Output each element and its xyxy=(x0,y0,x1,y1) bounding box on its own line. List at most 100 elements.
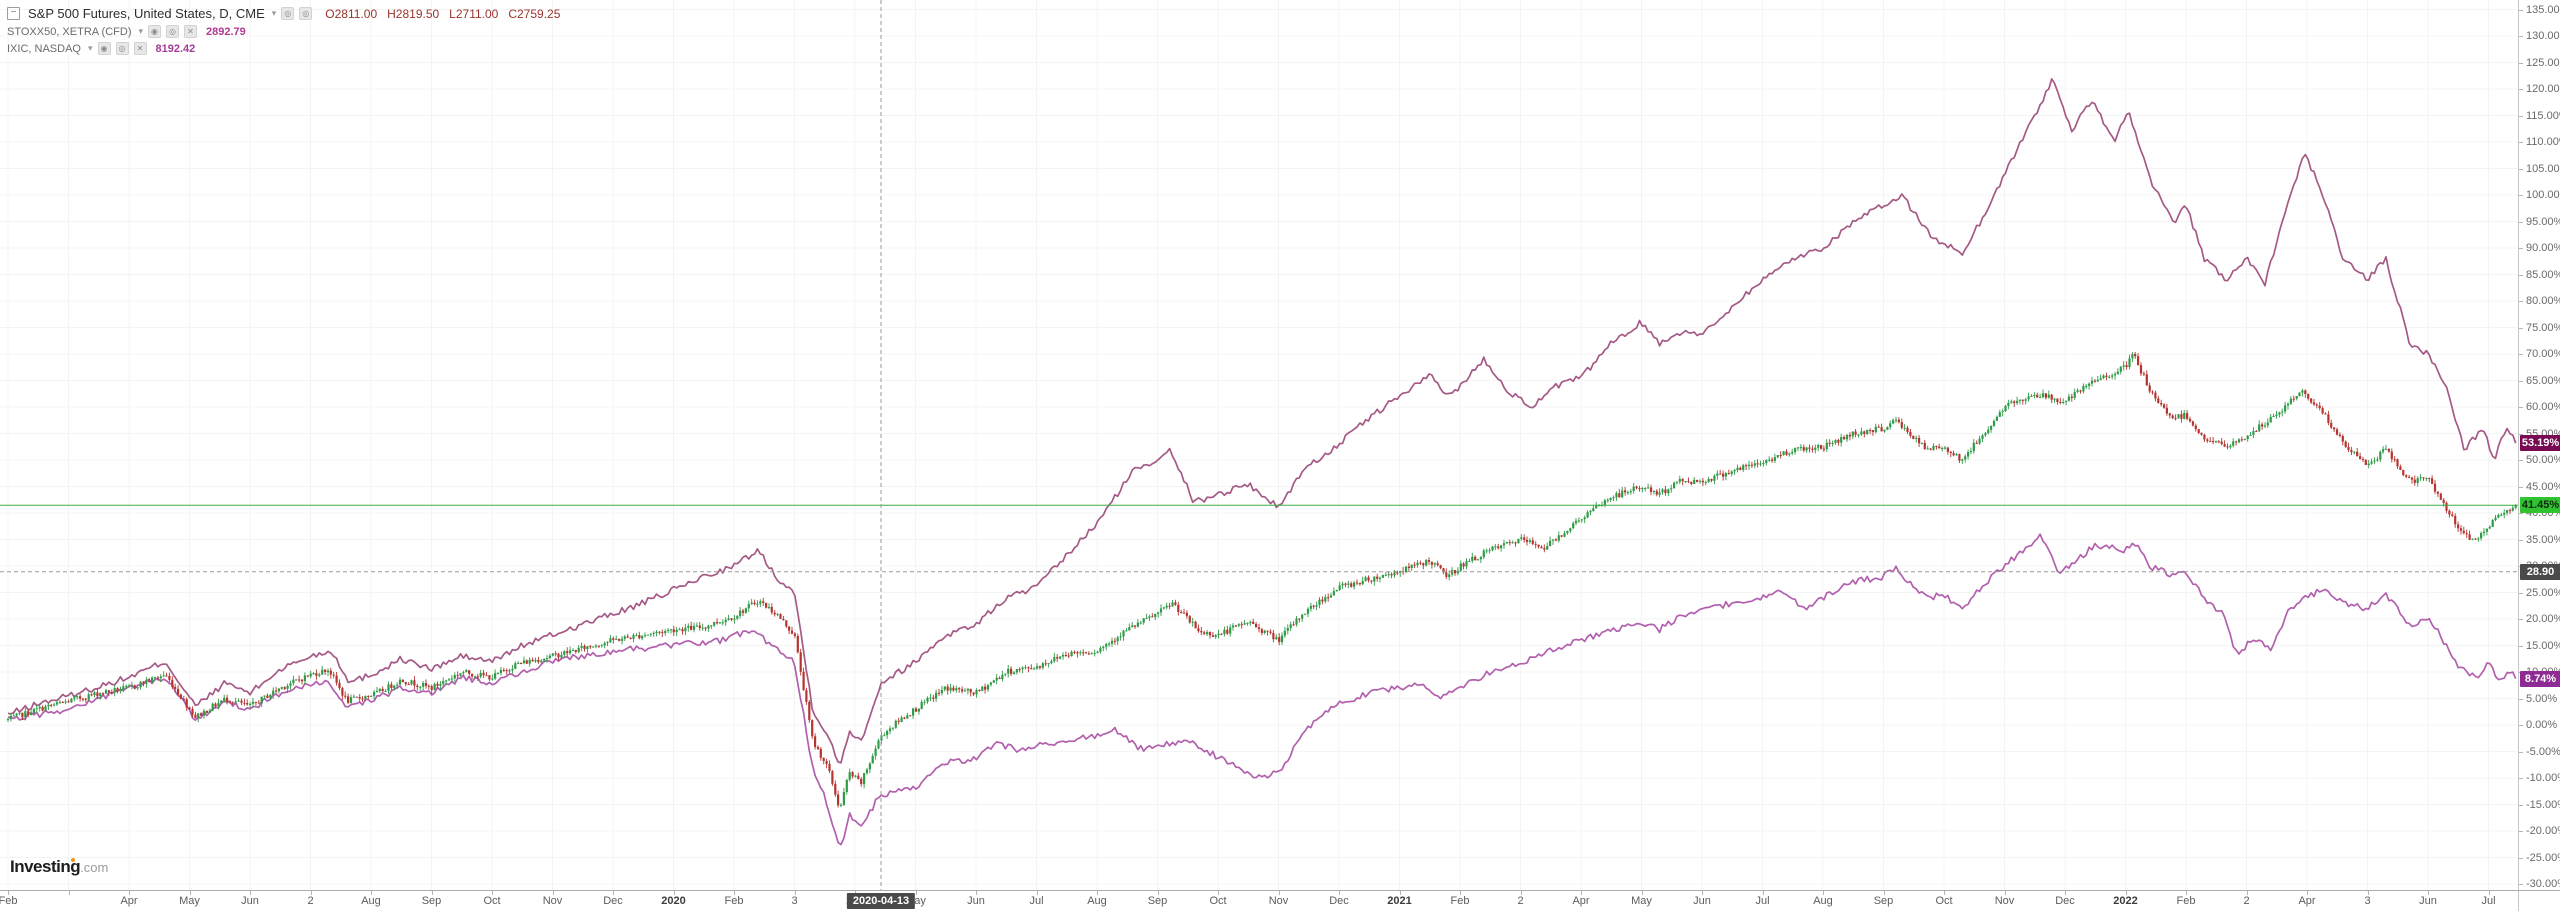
x-axis-tick xyxy=(2246,891,2248,895)
x-axis-label: Nov xyxy=(542,895,563,907)
y-axis-tick xyxy=(2519,698,2523,700)
high-value: H2819.50 xyxy=(387,6,440,21)
y-axis-tick xyxy=(2519,168,2523,170)
gear-icon[interactable]: ◎ xyxy=(115,42,129,55)
x-axis-tick xyxy=(8,891,9,895)
chart-drawing xyxy=(0,0,2518,890)
x-axis-tick xyxy=(734,891,735,895)
y-axis-tick xyxy=(2519,195,2523,196)
eye-icon[interactable]: ◉ xyxy=(148,25,162,38)
x-axis-tick xyxy=(1883,891,1885,895)
y-axis-tick xyxy=(2519,89,2523,90)
x-axis-tick xyxy=(673,891,675,895)
y-axis-tick xyxy=(2519,433,2523,435)
x-axis-label: Jun xyxy=(2419,895,2437,907)
crosshair-value-badge: 28.90 xyxy=(2520,563,2560,580)
x-axis-label: Sep xyxy=(1147,895,1168,907)
x-axis-tick xyxy=(2488,891,2490,895)
x-axis-tick xyxy=(1399,891,1401,895)
x-axis-tick xyxy=(1157,891,1159,895)
y-axis-label: 60.00% xyxy=(2526,401,2560,413)
x-axis-label: Jul xyxy=(1755,895,1770,907)
price-axis[interactable]: 135.00% 130.00% 125.00% 120.00% 115.00% 110.0… xyxy=(2518,0,2560,890)
y-axis-label: -10.00% xyxy=(2526,772,2560,784)
candle-wicks-up xyxy=(7,352,2517,808)
low-value: L2711.00 xyxy=(449,6,499,21)
stoxx-series-name: STOXX50, XETRA (CFD) xyxy=(7,25,132,38)
y-axis-label: 5.00% xyxy=(2526,692,2558,705)
y-axis-label: -20.00% xyxy=(2526,825,2560,837)
x-axis-label: Oct xyxy=(1209,895,1227,907)
x-axis-label: Dec xyxy=(2055,895,2075,907)
eye-icon[interactable]: ◉ xyxy=(97,42,111,55)
y-axis-tick xyxy=(2519,831,2523,832)
x-axis-tick xyxy=(310,891,312,895)
gear-icon[interactable]: ◎ xyxy=(166,25,180,38)
legend-ixic-row: IXIC, NASDAQ ▾ ◉ ◎ ✕ 8192.42 xyxy=(7,40,560,57)
y-axis-label: 110.00% xyxy=(2526,136,2560,148)
x-axis-label: Apr xyxy=(120,895,138,907)
main-series-title: S&P 500 Futures, United States, D, CME xyxy=(28,6,265,21)
y-axis-label: 15.00% xyxy=(2526,639,2560,652)
x-axis-tick xyxy=(250,891,251,895)
chevron-down-icon[interactable]: ▾ xyxy=(138,26,144,36)
y-axis-tick xyxy=(2519,460,2523,461)
x-axis-tick xyxy=(2004,891,2006,895)
y-axis-tick xyxy=(2519,301,2523,302)
y-axis-tick xyxy=(2519,778,2523,779)
x-axis-label: 2 xyxy=(307,895,314,907)
x-axis-tick xyxy=(1520,891,1522,895)
chevron-down-icon[interactable]: ▾ xyxy=(271,8,277,18)
x-axis-label: 2 xyxy=(2243,895,2250,907)
x-axis-label: Aug xyxy=(1087,895,1107,907)
x-axis-label: May xyxy=(1631,895,1652,907)
y-axis-tick xyxy=(2519,751,2523,753)
x-axis-label: 3 xyxy=(791,895,798,907)
x-axis-label: Apr xyxy=(1572,895,1590,907)
ixic-series-name: IXIC, NASDAQ xyxy=(7,42,81,55)
y-axis-tick xyxy=(2519,857,2523,859)
y-axis-label: 45.00% xyxy=(2526,480,2560,493)
series-style-icon[interactable]: ◎ xyxy=(299,7,313,20)
x-axis-label: 2 xyxy=(1517,895,1524,907)
y-axis-label: 90.00% xyxy=(2526,242,2560,254)
x-axis-label: Sep xyxy=(421,895,442,907)
y-axis-tick xyxy=(2519,274,2523,276)
close-icon[interactable]: ✕ xyxy=(184,25,198,38)
y-axis-label: 120.00% xyxy=(2526,83,2560,95)
y-axis-tick xyxy=(2519,248,2523,249)
stoxx-line xyxy=(7,533,2517,846)
y-axis-tick xyxy=(2519,725,2523,726)
x-axis-label: Apr xyxy=(2298,895,2316,907)
legend-stoxx-row: STOXX50, XETRA (CFD) ▾ ◉ ◎ ✕ 2892.79 xyxy=(7,23,560,40)
stoxx-last-price: 2892.79 xyxy=(206,25,246,38)
legend-main-row: − S&P 500 Futures, United States, D, CME… xyxy=(7,4,560,23)
nasdaq-last-value-badge: 53.19% xyxy=(2520,435,2560,452)
y-axis-label: 125.00% xyxy=(2526,56,2560,69)
legend-collapse-icon[interactable]: − xyxy=(7,7,20,20)
x-axis-label: Jul xyxy=(2481,895,2496,907)
x-axis-tick xyxy=(794,891,796,895)
ixic-last-price: 8192.42 xyxy=(155,42,196,55)
y-axis-label: 115.00% xyxy=(2526,109,2560,122)
x-axis-tick xyxy=(2307,891,2308,895)
x-axis-tick xyxy=(976,891,977,895)
close-icon[interactable]: ✕ xyxy=(133,42,147,55)
logo-orange-dot xyxy=(71,858,75,862)
chevron-down-icon[interactable]: ▾ xyxy=(87,43,93,53)
y-axis-tick xyxy=(2519,592,2523,594)
x-axis-label: Jun xyxy=(1693,895,1711,907)
y-axis-tick xyxy=(2519,62,2523,64)
logo-suffix: .com xyxy=(80,860,109,875)
logo-text: Investing xyxy=(10,857,81,876)
y-axis-label: 85.00% xyxy=(2526,268,2560,281)
x-axis-tick xyxy=(1097,891,1098,895)
series-settings-icon[interactable]: ◎ xyxy=(281,7,295,20)
y-axis-label: 95.00% xyxy=(2526,215,2560,228)
y-axis-tick xyxy=(2519,486,2523,488)
ohlc-values: O2811.00 H2819.50 L2711.00 C2759.25 xyxy=(325,7,560,21)
time-axis[interactable]: Feb Apr May Jun 2 Aug Sep Oct Nov Dec 2020 Feb 3 Apr M… xyxy=(0,890,2518,911)
nasdaq-line xyxy=(7,78,2517,764)
price-chart-canvas[interactable]: − S&P 500 Futures, United States, D, CME… xyxy=(0,0,2518,890)
axis-corner xyxy=(2518,890,2560,911)
